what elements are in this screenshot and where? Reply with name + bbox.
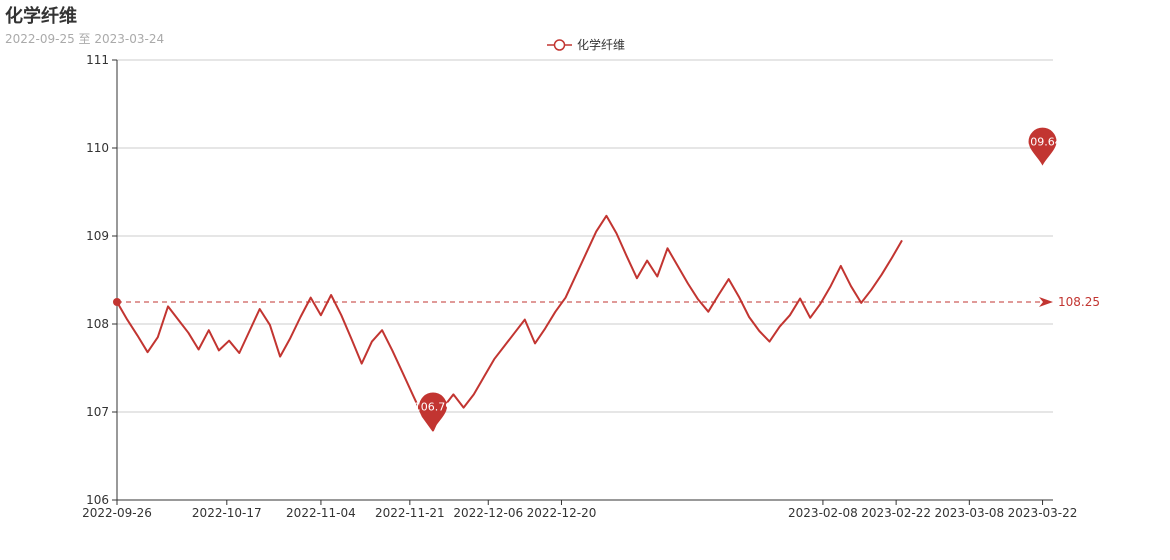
x-tick-label: 2022-10-17 bbox=[192, 506, 262, 520]
y-tick-label: 110 bbox=[86, 141, 109, 155]
legend-label: 化学纤维 bbox=[577, 37, 625, 52]
y-tick-label: 108 bbox=[86, 317, 109, 331]
x-tick-label: 2023-03-08 bbox=[934, 506, 1004, 520]
y-tick-label: 107 bbox=[86, 405, 109, 419]
max-point-marker bbox=[1028, 127, 1057, 166]
x-tick-label: 2023-02-22 bbox=[861, 506, 931, 520]
x-tick-label: 2022-09-26 bbox=[82, 506, 152, 520]
min-point-marker bbox=[419, 392, 448, 431]
average-line-arrow bbox=[1039, 297, 1053, 307]
x-tick-label: 2022-12-20 bbox=[527, 506, 597, 520]
chart-title: 化学纤维 bbox=[5, 6, 77, 27]
legend-symbol bbox=[553, 39, 566, 51]
min-point-marker-label: 106.79 bbox=[414, 400, 453, 413]
x-tick-label: 2022-12-06 bbox=[453, 506, 523, 520]
chart-subtitle: 2022-09-25 至 2023-03-24 bbox=[5, 32, 165, 46]
average-line-label: 108.25 bbox=[1058, 295, 1100, 309]
max-point-marker-label: 109.64 bbox=[1023, 136, 1062, 149]
x-tick-label: 2023-03-22 bbox=[1008, 506, 1078, 520]
y-tick-label: 106 bbox=[86, 493, 109, 507]
series-line bbox=[116, 214, 903, 432]
x-tick-label: 2022-11-21 bbox=[375, 506, 445, 520]
x-tick-label: 2022-11-04 bbox=[286, 506, 356, 520]
x-tick-label: 2023-02-08 bbox=[788, 506, 858, 520]
y-tick-label: 111 bbox=[86, 53, 109, 67]
y-tick-label: 109 bbox=[86, 229, 109, 243]
